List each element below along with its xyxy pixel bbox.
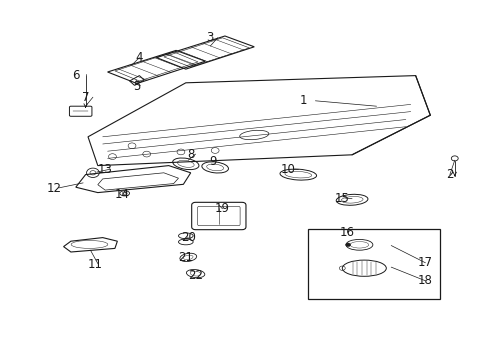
Text: 20: 20 [181,231,195,244]
Text: 11: 11 [88,258,102,271]
Text: 6: 6 [72,69,80,82]
Text: 21: 21 [178,251,193,264]
Text: 5: 5 [133,80,141,93]
Text: 1: 1 [299,94,306,107]
Text: 3: 3 [206,31,214,44]
Text: 2: 2 [445,168,453,181]
Text: 10: 10 [281,163,295,176]
Bar [307,229,439,299]
Text: 14: 14 [115,188,129,201]
Text: 17: 17 [417,256,432,269]
Text: 9: 9 [208,156,216,168]
Circle shape [345,243,350,247]
Text: 7: 7 [81,91,89,104]
Text: 16: 16 [339,226,354,239]
Text: 15: 15 [334,192,349,204]
Text: 22: 22 [188,269,203,282]
Text: 19: 19 [215,202,229,215]
Text: 13: 13 [98,163,112,176]
Text: 4: 4 [135,51,143,64]
Text: 8: 8 [186,148,194,161]
Text: 18: 18 [417,274,432,287]
Text: 12: 12 [46,183,61,195]
